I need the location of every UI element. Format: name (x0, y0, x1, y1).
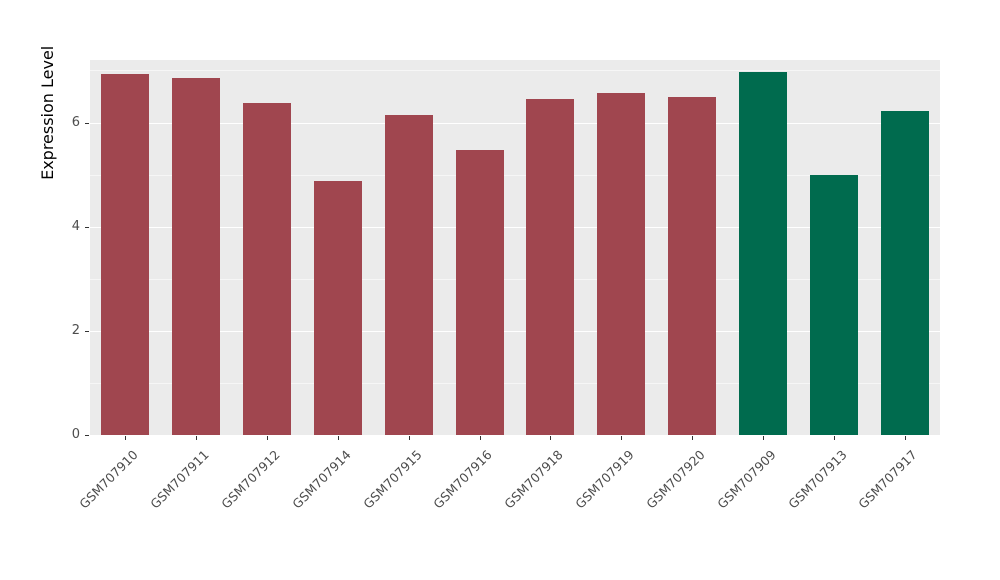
x-tick-label-GSM707919: GSM707919 (572, 447, 637, 512)
bar-GSM707917 (880, 111, 929, 435)
bar-GSM707916 (455, 149, 504, 435)
bar-GSM707910 (101, 73, 150, 435)
x-tick-label-GSM707912: GSM707912 (218, 447, 283, 512)
x-tick-label-GSM707918: GSM707918 (501, 447, 567, 512)
gridline-minor (90, 382, 940, 384)
y-tick-label: 2 (71, 322, 80, 338)
x-tick-label-GSM707911: GSM707911 (147, 447, 212, 512)
x-tick-label-GSM707920: GSM707920 (643, 447, 708, 512)
x-tick-mark (267, 436, 269, 440)
x-tick-label-GSM707914: GSM707914 (289, 447, 354, 512)
x-tick-mark (408, 436, 410, 440)
x-tick-mark (833, 436, 835, 440)
y-tick-mark (85, 435, 89, 436)
gridline-minor (90, 174, 940, 176)
x-tick-mark (904, 436, 906, 440)
gridline-major (90, 226, 940, 228)
x-tick-mark (550, 436, 552, 440)
y-axis-title: Expression Level (38, 45, 57, 180)
y-tick-label: 0 (71, 427, 80, 442)
x-tick-mark (621, 436, 623, 440)
gridline-major (90, 330, 940, 332)
x-tick-label-GSM707917: GSM707917 (855, 447, 921, 512)
y-tick-mark (85, 226, 89, 228)
bar-GSM707918 (526, 99, 575, 435)
x-tick-label-GSM707909: GSM707909 (714, 447, 779, 512)
bar-GSM707909 (738, 71, 787, 435)
y-tick-mark (85, 122, 89, 124)
x-tick-mark (479, 436, 481, 440)
x-tick-mark (337, 436, 339, 440)
x-tick-label-GSM707913: GSM707913 (784, 447, 850, 512)
bar-GSM707920 (668, 96, 717, 435)
bar-GSM707913 (809, 175, 858, 435)
gridline-minor (90, 278, 940, 280)
x-tick-label-GSM707916: GSM707916 (430, 447, 496, 512)
gridline-minor (90, 70, 940, 72)
x-tick-mark (692, 436, 694, 440)
plot-panel (90, 60, 940, 436)
gridline-major (90, 122, 940, 124)
x-tick-mark (125, 436, 127, 440)
x-tick-label-GSM707915: GSM707915 (359, 447, 425, 512)
x-tick-mark (762, 436, 764, 440)
y-tick-mark (85, 330, 89, 332)
bar-GSM707911 (172, 77, 221, 435)
bar-GSM707914 (313, 181, 362, 435)
bar-GSM707915 (384, 114, 433, 435)
bar-GSM707919 (597, 93, 646, 435)
gridline-major (90, 435, 940, 436)
y-tick-label: 4 (71, 218, 80, 234)
x-tick-mark (196, 436, 198, 440)
y-tick-label: 6 (71, 114, 80, 130)
x-tick-label-GSM707910: GSM707910 (76, 447, 142, 512)
bar-GSM707912 (243, 103, 292, 435)
